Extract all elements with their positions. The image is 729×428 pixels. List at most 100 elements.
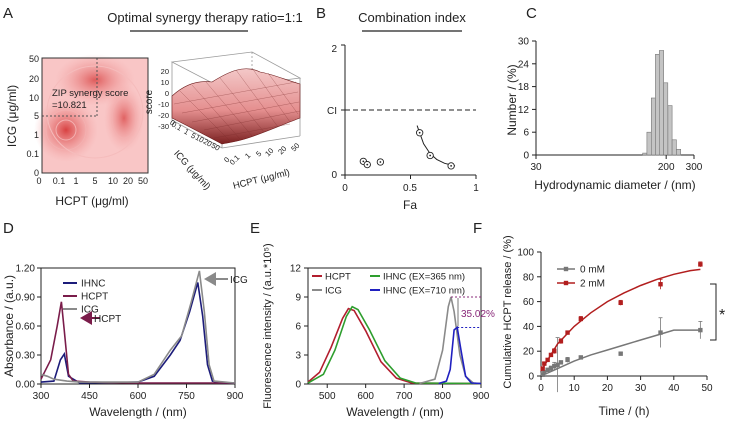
hist-bar (658, 50, 664, 156)
panel-b-title: Combination index (358, 10, 466, 25)
absorbance-legend-label: ICG (81, 305, 99, 316)
absorbance-x-tick: 750 (178, 391, 195, 402)
release-x-tick: 50 (701, 383, 713, 394)
absorbance-series-ihnc (40, 282, 235, 384)
panel-c-letter: C (526, 5, 537, 22)
release-y-tick: 0 (528, 372, 534, 383)
release-point-0-mm (565, 357, 570, 363)
reduction-percent: 35.02% (461, 309, 495, 320)
absorbance-y-tick: 1.20 (16, 264, 36, 275)
release-x-tick: 40 (668, 383, 680, 394)
fluorescence-series-hcpt (307, 307, 482, 385)
surface-grid-line (179, 90, 231, 142)
fluorescence-y-tick: 12 (290, 264, 302, 275)
release-point-0-mm (558, 360, 564, 365)
fluorescence-y-tick: 3 (295, 351, 301, 362)
surface-icg-label: ICG (μg/ml) (171, 148, 212, 192)
fluorescence-series-ihnc-ex-365-nm (307, 305, 482, 385)
surface-mesh (171, 68, 301, 145)
hist-bar (650, 97, 656, 156)
heatmap-y-tick: 1 (34, 130, 39, 140)
surface-hcpt-tick: 20 (276, 144, 288, 156)
fluorescence-x-tick: 700 (396, 391, 413, 402)
ci-point-center (379, 161, 382, 163)
heatmap-x-tick: 1 (73, 176, 78, 186)
absorbance-y-tick: 0.90 (16, 293, 36, 304)
hist-y-tick: 24 (518, 59, 530, 70)
heatmap-contour (46, 65, 144, 159)
surface-hcpt-tick: 1 (243, 151, 252, 160)
fluorescence-legend-label: ICG (325, 286, 342, 297)
heatmap-x-tick: 5 (92, 176, 97, 186)
fluorescence-y-tick: 6 (295, 322, 301, 333)
release-point-0-mm (548, 366, 554, 371)
absorbance-x-tick: 600 (130, 391, 147, 402)
release-x-label: Time / (h) (599, 404, 650, 418)
panel-d-letter: D (3, 220, 14, 237)
heatmap-frame (41, 57, 149, 174)
absorbance-y-label: Absorbance / (a.u.) (2, 275, 16, 377)
heatmap-x-tick: 10 (108, 176, 118, 186)
release-legend-marker (563, 266, 569, 272)
hist-bar (671, 139, 677, 156)
surface-hcpt-tick: 0 (222, 155, 231, 164)
panel-a: A Optimal synergy therapy ratio=1:1 ZIP … (3, 5, 303, 208)
ci-point-center (418, 131, 421, 134)
panel-b-letter: B (316, 5, 326, 22)
absorbance-y-tick: 0.00 (16, 380, 36, 391)
absorbance-legend-label: IHNC (81, 279, 105, 290)
ci-x-tick: 0 (342, 183, 348, 194)
heatmap-x-tick: 0 (36, 176, 41, 186)
panel-b: B Combination index 2 CI 0 0 0.5 1 Fa (316, 5, 479, 212)
hist-y-tick: 12 (518, 105, 530, 116)
ci-point-center (429, 154, 432, 157)
release-point-2-mm (698, 262, 703, 267)
hist-x-tick: 300 (686, 162, 703, 173)
panel-d: D Absorbance / (a.u.) Wavelength / (nm) … (2, 220, 248, 419)
heatmap-y-label: ICG (μg/ml) (5, 85, 19, 147)
significance-star: * (719, 307, 725, 324)
panel-c: C Number / (%) Hydrodynamic diameter / (… (505, 5, 703, 192)
surface-icg-tick: 1 (182, 127, 190, 137)
fluorescence-x-tick: 500 (319, 391, 336, 402)
fluorescence-legend-label: IHNC (EX=365 nm) (383, 272, 465, 283)
release-point-0-mm (552, 363, 557, 369)
absorbance-x-tick: 300 (33, 391, 50, 402)
surface-z-tick: -20 (158, 111, 169, 120)
release-point-0-mm (555, 362, 560, 368)
panel-e: E Fluorescence intensity / (a.u.*10⁵) Wa… (250, 220, 495, 419)
zip-score-line1: ZIP synergy score (52, 88, 128, 99)
surface-grid-line (203, 110, 301, 131)
hist-x-tick: 200 (658, 162, 675, 173)
surface-grid-line (213, 123, 291, 139)
size-histogram: Number / (%) Hydrodynamic diameter / (nm… (505, 37, 703, 193)
surface-icg-tick: 50 (210, 141, 222, 153)
surface-grid-line (205, 81, 253, 137)
surface-z-tick: -30 (158, 122, 169, 131)
heatmap-y-tick: 20 (29, 74, 39, 84)
surface-grid-line (191, 101, 300, 123)
release-point-0-mm (618, 351, 623, 356)
surface-hcpt-tick: 50 (289, 141, 301, 153)
icg-peak-label: ICG (230, 275, 248, 286)
fluorescence-x-label: Wavelength / (nm) (346, 405, 444, 419)
absorbance-y-tick: 0.30 (16, 351, 36, 362)
fluorescence-y-tick: 9 (295, 293, 301, 304)
release-y-label: Cumulative HCPT release / (%) (502, 235, 514, 388)
surface-grid-line (235, 69, 279, 128)
absorbance-x-tick: 450 (81, 391, 98, 402)
heatmap-hotspot-low (34, 98, 98, 162)
absorbance-y-tick: 0.60 (16, 322, 36, 333)
release-point-2-mm (552, 349, 557, 354)
surface-box-edge (171, 119, 223, 149)
significance-bracket (710, 283, 717, 341)
release-point-0-mm (658, 330, 663, 335)
surface-hcpt-tick: 0.1 (228, 153, 242, 167)
absorbance-x-tick: 900 (227, 391, 244, 402)
absorbance-legend-label: HCPT (81, 292, 108, 303)
surface-grid-line (181, 91, 299, 114)
release-y-tick: 40 (523, 322, 535, 333)
release-legend-marker (563, 280, 569, 286)
surface-z-label: score (144, 89, 155, 114)
heatmap-y-tick: 10 (29, 93, 39, 103)
